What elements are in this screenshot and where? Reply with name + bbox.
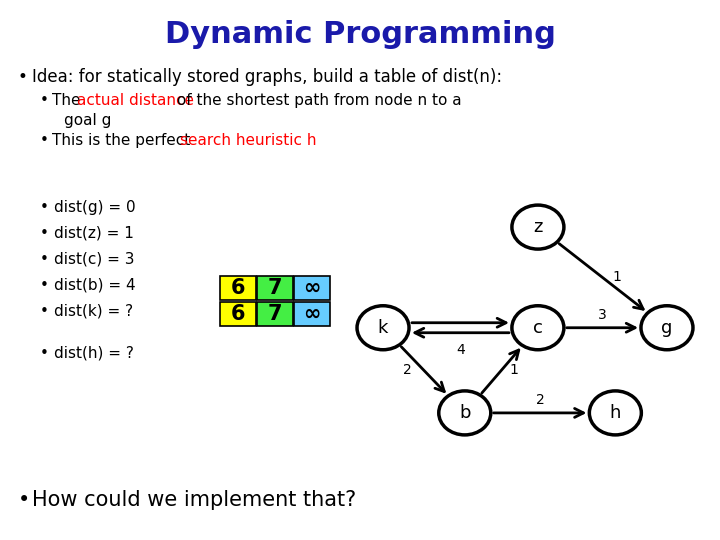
Text: 3: 3: [598, 308, 607, 322]
Ellipse shape: [512, 306, 564, 350]
Text: •: •: [40, 226, 49, 241]
Text: Dynamic Programming: Dynamic Programming: [165, 20, 555, 49]
Ellipse shape: [512, 205, 564, 249]
Text: •: •: [18, 68, 28, 86]
Text: The: The: [52, 93, 86, 108]
Text: ∞: ∞: [303, 278, 320, 298]
Text: •: •: [40, 133, 49, 148]
Text: 1: 1: [613, 271, 621, 285]
Ellipse shape: [357, 306, 409, 350]
Text: search heuristic h: search heuristic h: [180, 133, 317, 148]
Bar: [220, 302, 256, 326]
Text: 1: 1: [509, 363, 518, 377]
Text: goal g: goal g: [64, 113, 112, 128]
Bar: [257, 276, 293, 300]
Text: 7: 7: [268, 304, 282, 324]
Bar: [220, 276, 256, 300]
Ellipse shape: [641, 306, 693, 350]
Text: g: g: [661, 319, 672, 337]
Text: •: •: [40, 93, 49, 108]
Text: 2: 2: [536, 393, 544, 407]
Ellipse shape: [590, 391, 642, 435]
Text: dist(k) = ?: dist(k) = ?: [54, 304, 133, 319]
Bar: [294, 302, 330, 326]
Text: Idea: for statically stored graphs, build a table of dist(n):: Idea: for statically stored graphs, buil…: [32, 68, 502, 86]
Text: •: •: [40, 252, 49, 267]
Bar: [257, 302, 293, 326]
Text: h: h: [610, 404, 621, 422]
Text: •: •: [18, 490, 30, 510]
Text: 2: 2: [403, 363, 412, 377]
Text: dist(g) = 0: dist(g) = 0: [54, 200, 135, 215]
Text: 6: 6: [230, 278, 246, 298]
Text: This is the perfect: This is the perfect: [52, 133, 200, 148]
Bar: [294, 276, 330, 300]
Text: dist(c) = 3: dist(c) = 3: [54, 252, 135, 267]
Text: 4: 4: [456, 343, 465, 357]
Text: •: •: [40, 278, 49, 293]
Text: ∞: ∞: [303, 304, 320, 324]
Text: c: c: [533, 319, 543, 337]
Ellipse shape: [438, 391, 491, 435]
Text: •: •: [40, 200, 49, 215]
Text: •: •: [40, 346, 49, 361]
Text: 7: 7: [268, 278, 282, 298]
Text: z: z: [534, 218, 543, 236]
Text: b: b: [459, 404, 470, 422]
Text: How could we implement that?: How could we implement that?: [32, 490, 356, 510]
Text: 6: 6: [230, 304, 246, 324]
Text: actual distance: actual distance: [77, 93, 194, 108]
Text: k: k: [378, 319, 388, 337]
Text: dist(b) = 4: dist(b) = 4: [54, 278, 135, 293]
Text: •: •: [40, 304, 49, 319]
Text: dist(z) = 1: dist(z) = 1: [54, 226, 134, 241]
Text: of the shortest path from node n to a: of the shortest path from node n to a: [172, 93, 462, 108]
Text: dist(h) = ?: dist(h) = ?: [54, 346, 134, 361]
